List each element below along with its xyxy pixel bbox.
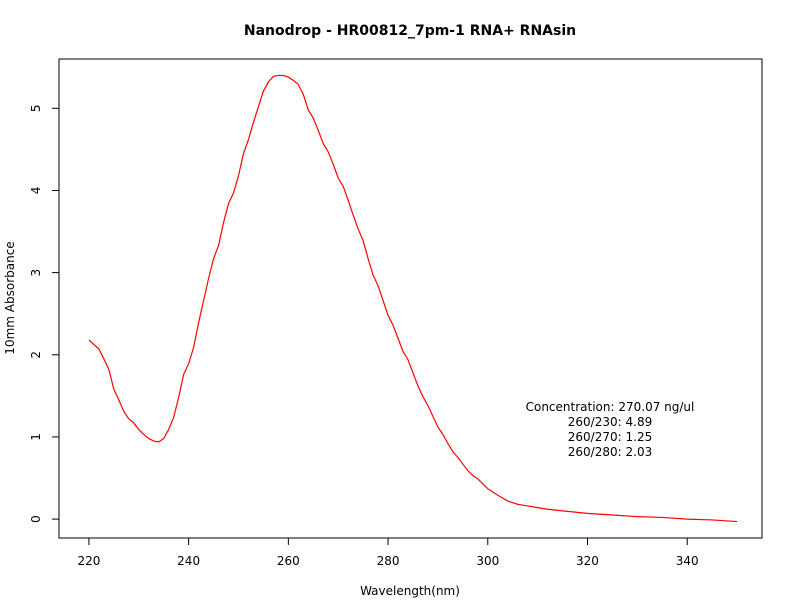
x-tick-label: 220	[77, 554, 100, 568]
chart-title: Nanodrop - HR00812_7pm-1 RNA+ RNAsin	[244, 23, 576, 39]
stats-annotation: Concentration: 270.07 ng/ul 260/230: 4.8…	[526, 400, 695, 459]
x-axis-label: Wavelength(nm)	[360, 584, 460, 598]
y-tick-label: 1	[29, 433, 43, 441]
y-axis-label: 10mm Absorbance	[3, 241, 17, 354]
y-tick-label: 0	[29, 515, 43, 523]
y-tick-label: 5	[29, 104, 43, 112]
ratio-260-230-text: 260/230: 4.89	[568, 415, 652, 429]
ratio-260-270-text: 260/270: 1.25	[568, 430, 652, 444]
y-tick-label: 4	[29, 187, 43, 195]
x-tick-label: 240	[177, 554, 200, 568]
x-tick-label: 280	[377, 554, 400, 568]
absorbance-series-line	[88, 74, 738, 523]
x-tick-label: 340	[676, 554, 699, 568]
plot-frame	[58, 58, 763, 539]
y-tick-label: 3	[29, 269, 43, 277]
x-tick-label: 300	[476, 554, 499, 568]
concentration-text: Concentration: 270.07 ng/ul	[526, 400, 695, 414]
x-axis: 220 240 260 280 300 320 340	[77, 537, 699, 568]
y-axis: 0 1 2 3 4 5	[29, 104, 60, 523]
x-tick-label: 320	[576, 554, 599, 568]
x-tick-label: 260	[277, 554, 300, 568]
ratio-260-280-text: 260/280: 2.03	[568, 445, 652, 459]
y-tick-label: 2	[29, 351, 43, 359]
